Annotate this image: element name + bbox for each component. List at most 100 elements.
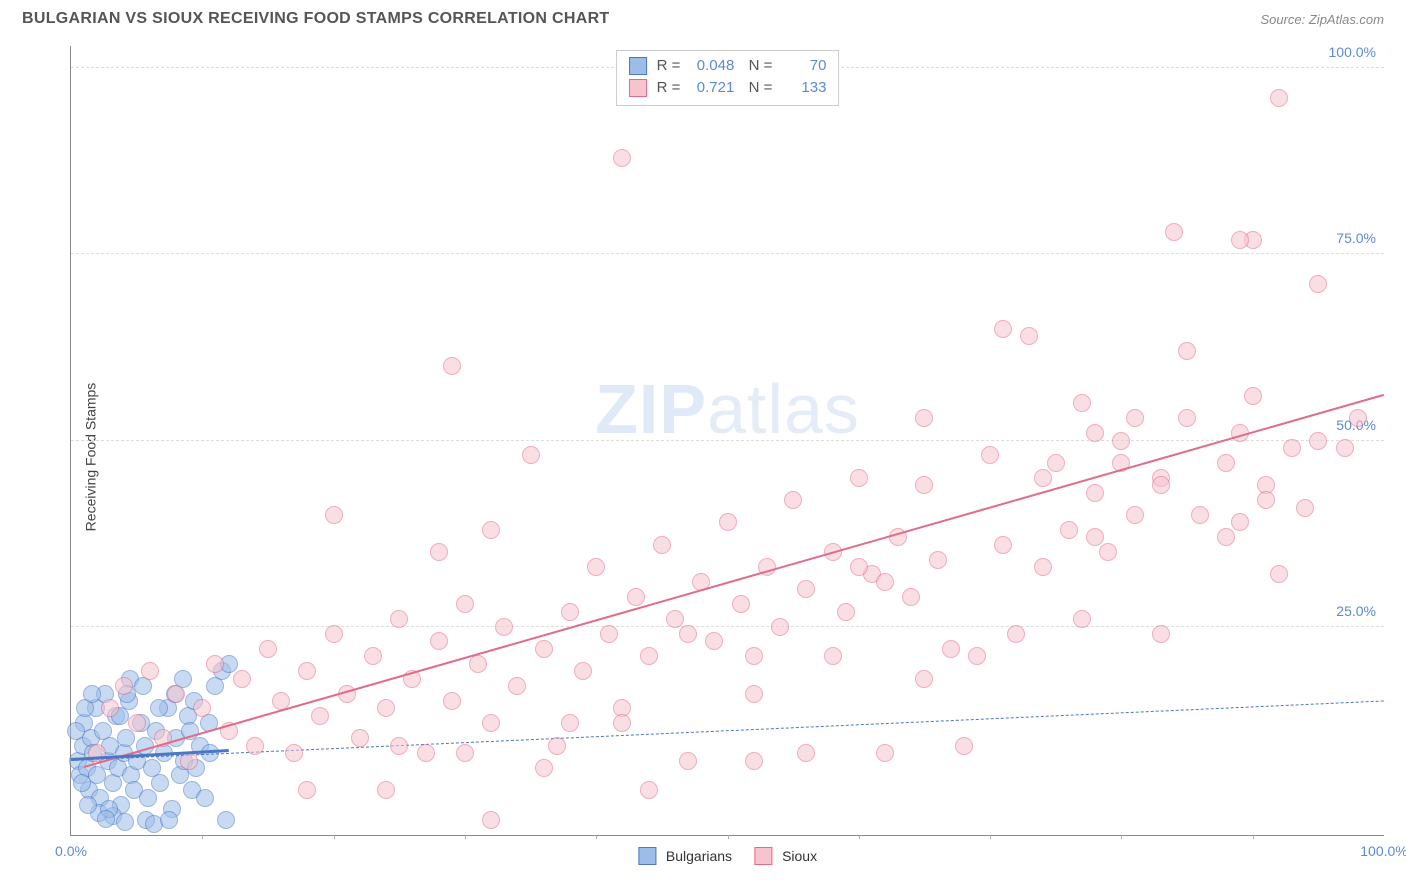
swatch-bulgarians [629, 57, 647, 75]
y-tick-label: 25.0% [1336, 603, 1376, 619]
regression-line [71, 700, 1384, 761]
gridline-h [71, 626, 1384, 627]
scatter-point [771, 618, 789, 636]
scatter-point [1034, 469, 1052, 487]
scatter-point [732, 595, 750, 613]
scatter-point [653, 536, 671, 554]
legend-item-bulgarians: Bulgarians [638, 847, 732, 865]
scatter-point [377, 781, 395, 799]
scatter-point [574, 662, 592, 680]
scatter-point [233, 670, 251, 688]
scatter-point [193, 699, 211, 717]
scatter-point [1270, 565, 1288, 583]
scatter-point [1309, 275, 1327, 293]
scatter-point [298, 781, 316, 799]
scatter-point [745, 647, 763, 665]
legend-row-sioux: R = 0.721 N = 133 [629, 77, 827, 99]
scatter-point [1034, 558, 1052, 576]
scatter-point [390, 610, 408, 628]
n-value-bulgarians: 70 [778, 55, 826, 77]
scatter-point [1309, 432, 1327, 450]
scatter-point [196, 789, 214, 807]
scatter-point [561, 603, 579, 621]
scatter-point [1217, 454, 1235, 472]
scatter-point [298, 662, 316, 680]
scatter-point [1007, 625, 1025, 643]
scatter-point [443, 357, 461, 375]
x-tick-minor [1253, 835, 1254, 839]
scatter-point [876, 744, 894, 762]
scatter-point [79, 796, 97, 814]
source-attribution: Source: ZipAtlas.com [1260, 12, 1384, 27]
scatter-point [1086, 424, 1104, 442]
swatch-sioux [754, 847, 772, 865]
scatter-point [482, 714, 500, 732]
scatter-point [1296, 499, 1314, 517]
scatter-point [548, 737, 566, 755]
scatter-point [160, 811, 178, 829]
scatter-point [535, 640, 553, 658]
scatter-point [1112, 432, 1130, 450]
x-tick-minor [728, 835, 729, 839]
source-link[interactable]: ZipAtlas.com [1309, 12, 1384, 27]
scatter-point [456, 744, 474, 762]
scatter-point [390, 737, 408, 755]
x-tick-minor [990, 835, 991, 839]
scatter-point [115, 677, 133, 695]
scatter-point [613, 714, 631, 732]
scatter-point [522, 446, 540, 464]
scatter-point [167, 685, 185, 703]
y-tick-label: 75.0% [1336, 230, 1376, 246]
scatter-point [640, 781, 658, 799]
x-tick-label: 100.0% [1360, 843, 1406, 859]
scatter-point [1165, 223, 1183, 241]
scatter-point [151, 774, 169, 792]
scatter-point [377, 699, 395, 717]
scatter-point [1086, 528, 1104, 546]
scatter-point [679, 752, 697, 770]
scatter-point [456, 595, 474, 613]
series-legend: Bulgarians Sioux [638, 847, 817, 865]
legend-label-sioux: Sioux [782, 848, 817, 864]
scatter-point [561, 714, 579, 732]
legend-row-bulgarians: R = 0.048 N = 70 [629, 55, 827, 77]
scatter-point [1086, 484, 1104, 502]
scatter-point [824, 647, 842, 665]
scatter-point [1257, 491, 1275, 509]
scatter-point [915, 409, 933, 427]
scatter-point [508, 677, 526, 695]
scatter-point [1336, 439, 1354, 457]
scatter-point [929, 551, 947, 569]
chart-container: Receiving Food Stamps ZIPatlas R = 0.048… [22, 40, 1384, 874]
scatter-point [206, 655, 224, 673]
n-label: N = [740, 55, 772, 77]
scatter-point [705, 632, 723, 650]
watermark-bold: ZIP [595, 370, 707, 448]
scatter-point [876, 573, 894, 591]
chart-title: BULGARIAN VS SIOUX RECEIVING FOOD STAMPS… [22, 10, 610, 28]
scatter-point [1126, 409, 1144, 427]
scatter-point [97, 810, 115, 828]
watermark: ZIPatlas [595, 369, 860, 449]
scatter-point [139, 789, 157, 807]
scatter-point [246, 737, 264, 755]
scatter-point [955, 737, 973, 755]
scatter-point [745, 685, 763, 703]
scatter-point [1217, 528, 1235, 546]
n-value-sioux: 133 [778, 77, 826, 99]
swatch-sioux [629, 79, 647, 97]
scatter-point [600, 625, 618, 643]
x-tick-label: 0.0% [55, 843, 87, 859]
r-value-sioux: 0.721 [686, 77, 734, 99]
gridline-h [71, 253, 1384, 254]
scatter-point [128, 714, 146, 732]
scatter-point [994, 320, 1012, 338]
gridline-h [71, 440, 1384, 441]
r-value-bulgarians: 0.048 [686, 55, 734, 77]
scatter-point [1231, 231, 1249, 249]
legend-item-sioux: Sioux [754, 847, 817, 865]
scatter-point [1231, 513, 1249, 531]
scatter-point [613, 149, 631, 167]
scatter-point [1047, 454, 1065, 472]
x-tick-minor [859, 835, 860, 839]
